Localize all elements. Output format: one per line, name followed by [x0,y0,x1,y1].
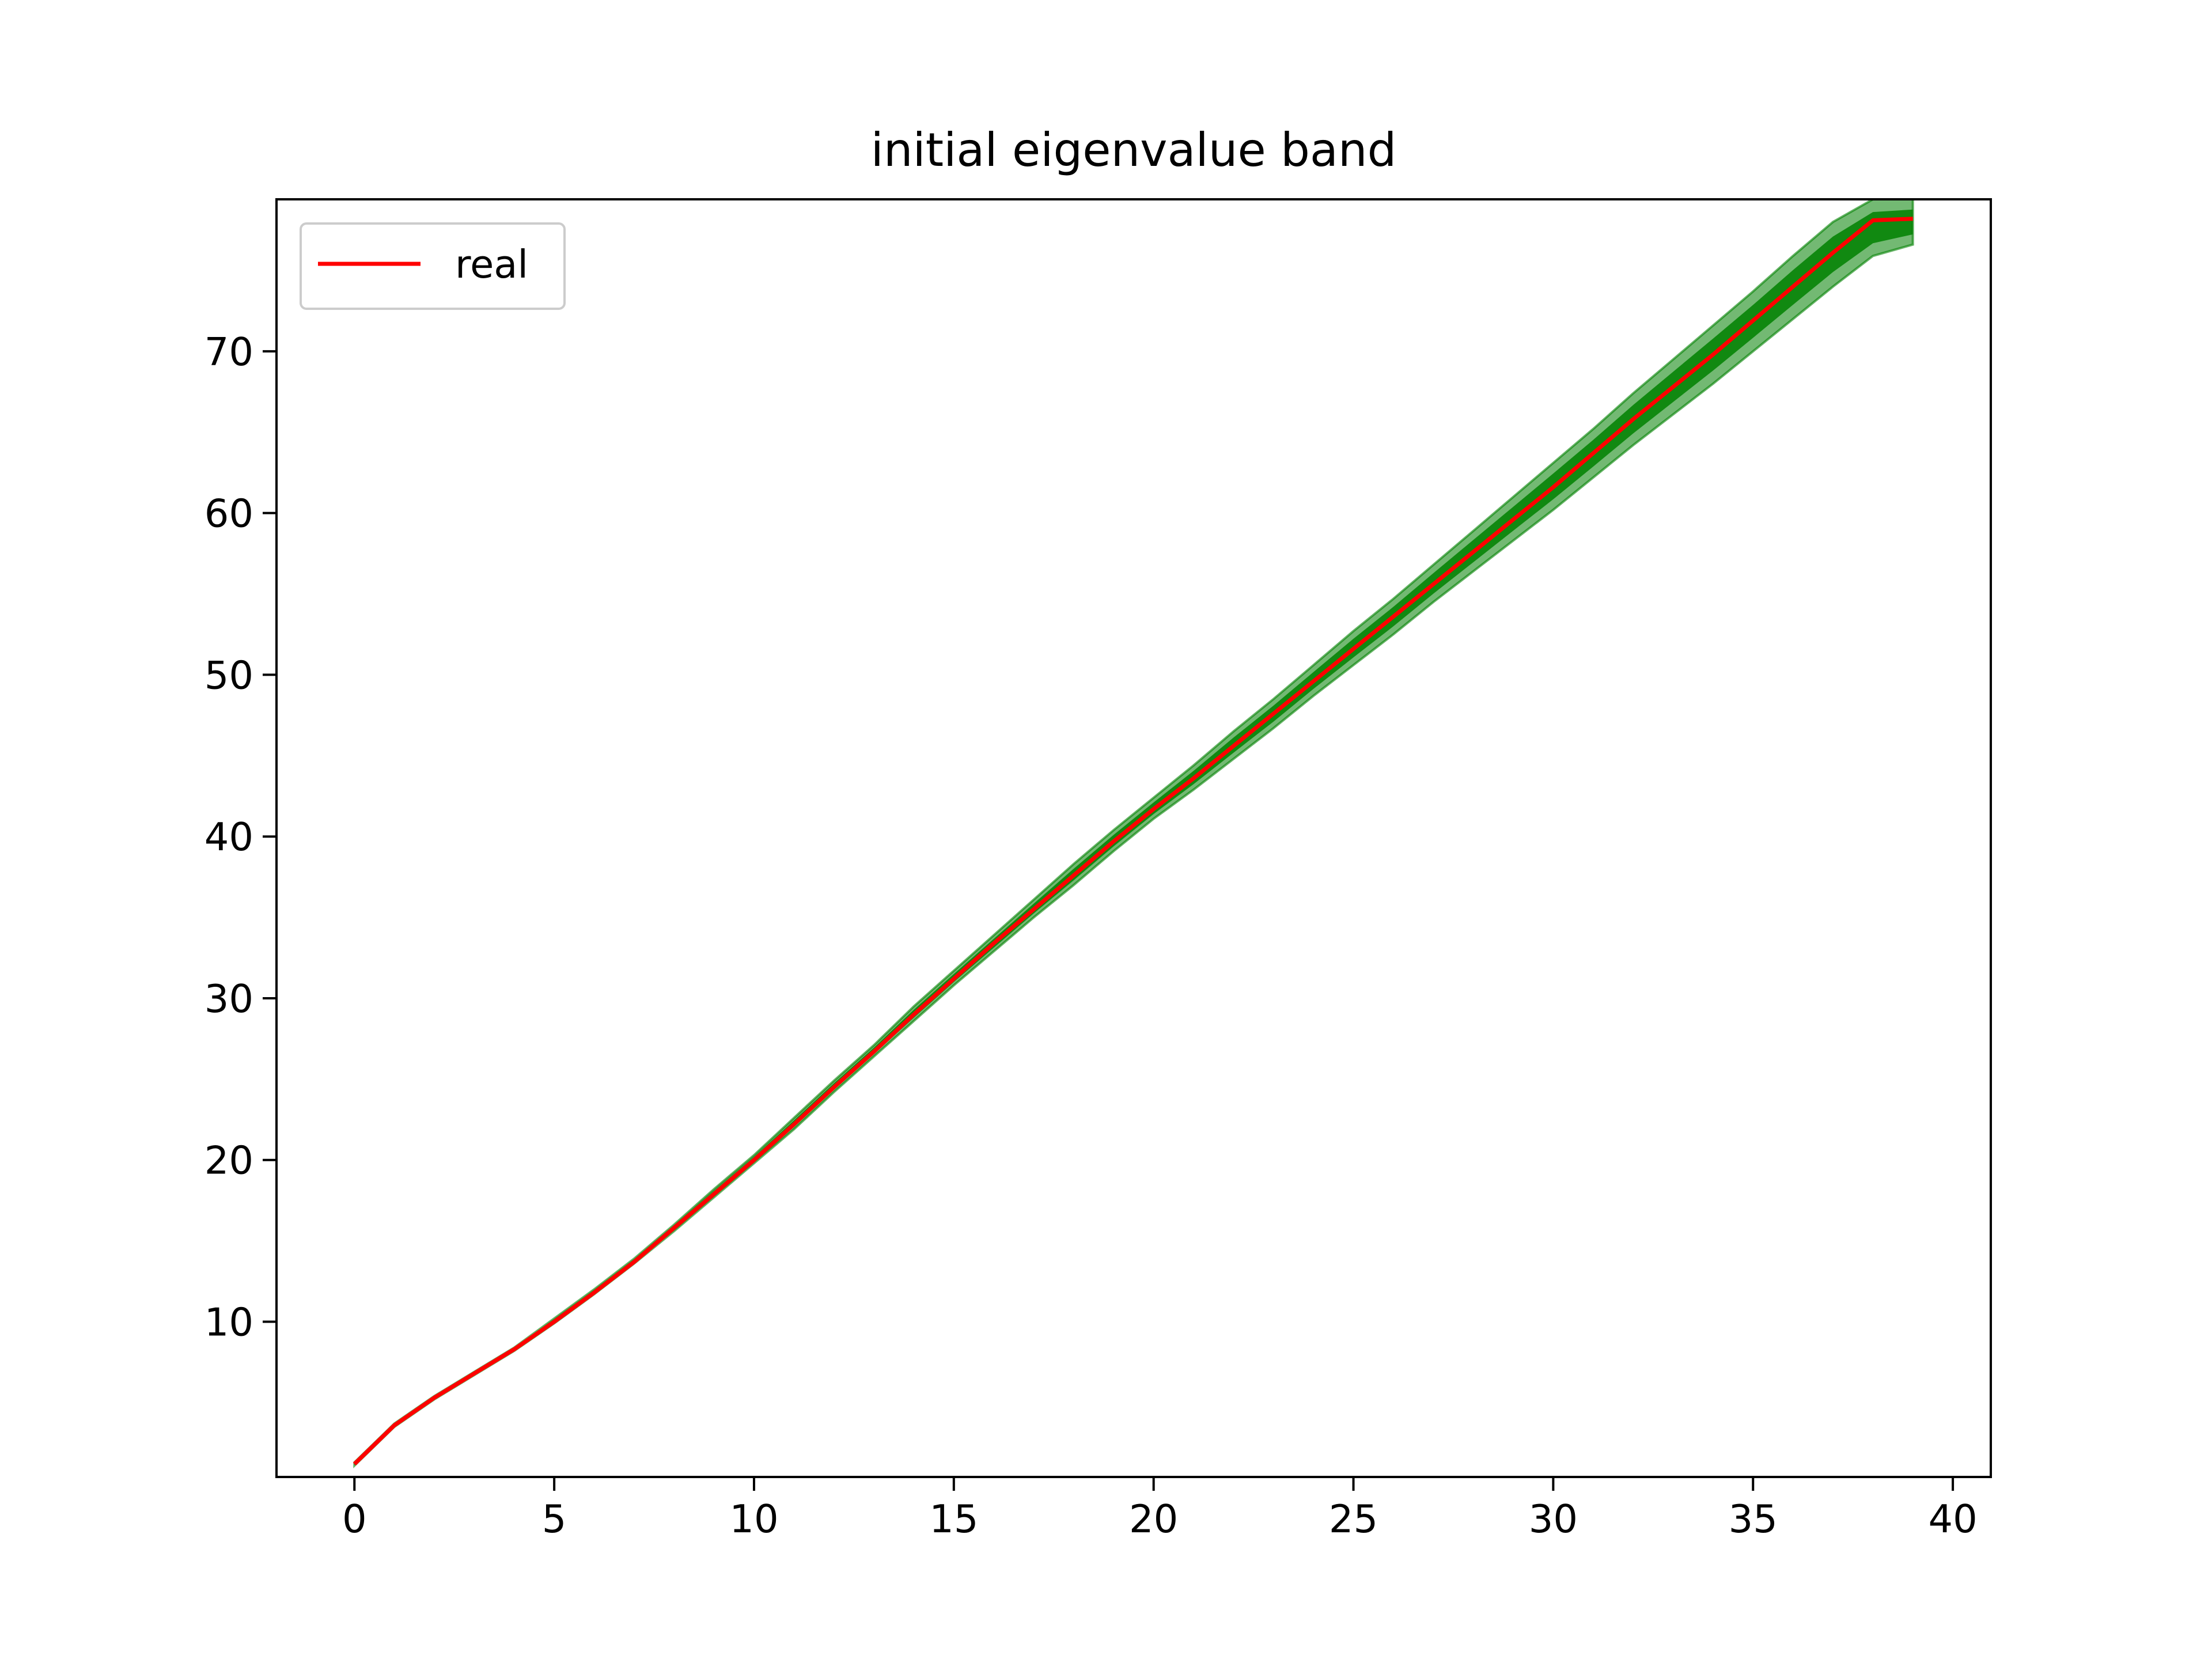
x-tick-label: 30 [1529,1497,1578,1541]
x-tick-label: 20 [1129,1497,1178,1541]
x-tick-label: 0 [342,1497,367,1541]
y-tick-label: 20 [204,1138,253,1183]
y-tick-label: 70 [204,329,253,374]
legend: real [300,222,566,310]
x-tick-label: 40 [1928,1497,1977,1541]
x-axis: 0 5 10 15 20 25 30 35 40 [342,1477,1978,1541]
y-tick-label: 60 [204,491,253,536]
legend-box [300,222,566,310]
y-tick-label: 50 [204,653,253,698]
x-tick-label: 10 [729,1497,778,1541]
x-tick-label: 35 [1729,1497,1778,1541]
plot-area [353,199,1914,1469]
x-tick-label: 15 [929,1497,978,1541]
series-line-real [353,217,1913,1466]
chart-title: initial eigenvalue band [871,123,1397,177]
x-tick-label: 25 [1329,1497,1378,1541]
axes-frame [275,198,1992,1478]
y-tick-label: 30 [204,976,253,1021]
y-tick-label: 10 [204,1300,253,1344]
y-axis: 10 20 30 40 50 60 70 [204,329,276,1344]
x-tick-label: 5 [542,1497,567,1541]
legend-label-real: real [455,242,528,287]
y-tick-label: 40 [204,815,253,859]
